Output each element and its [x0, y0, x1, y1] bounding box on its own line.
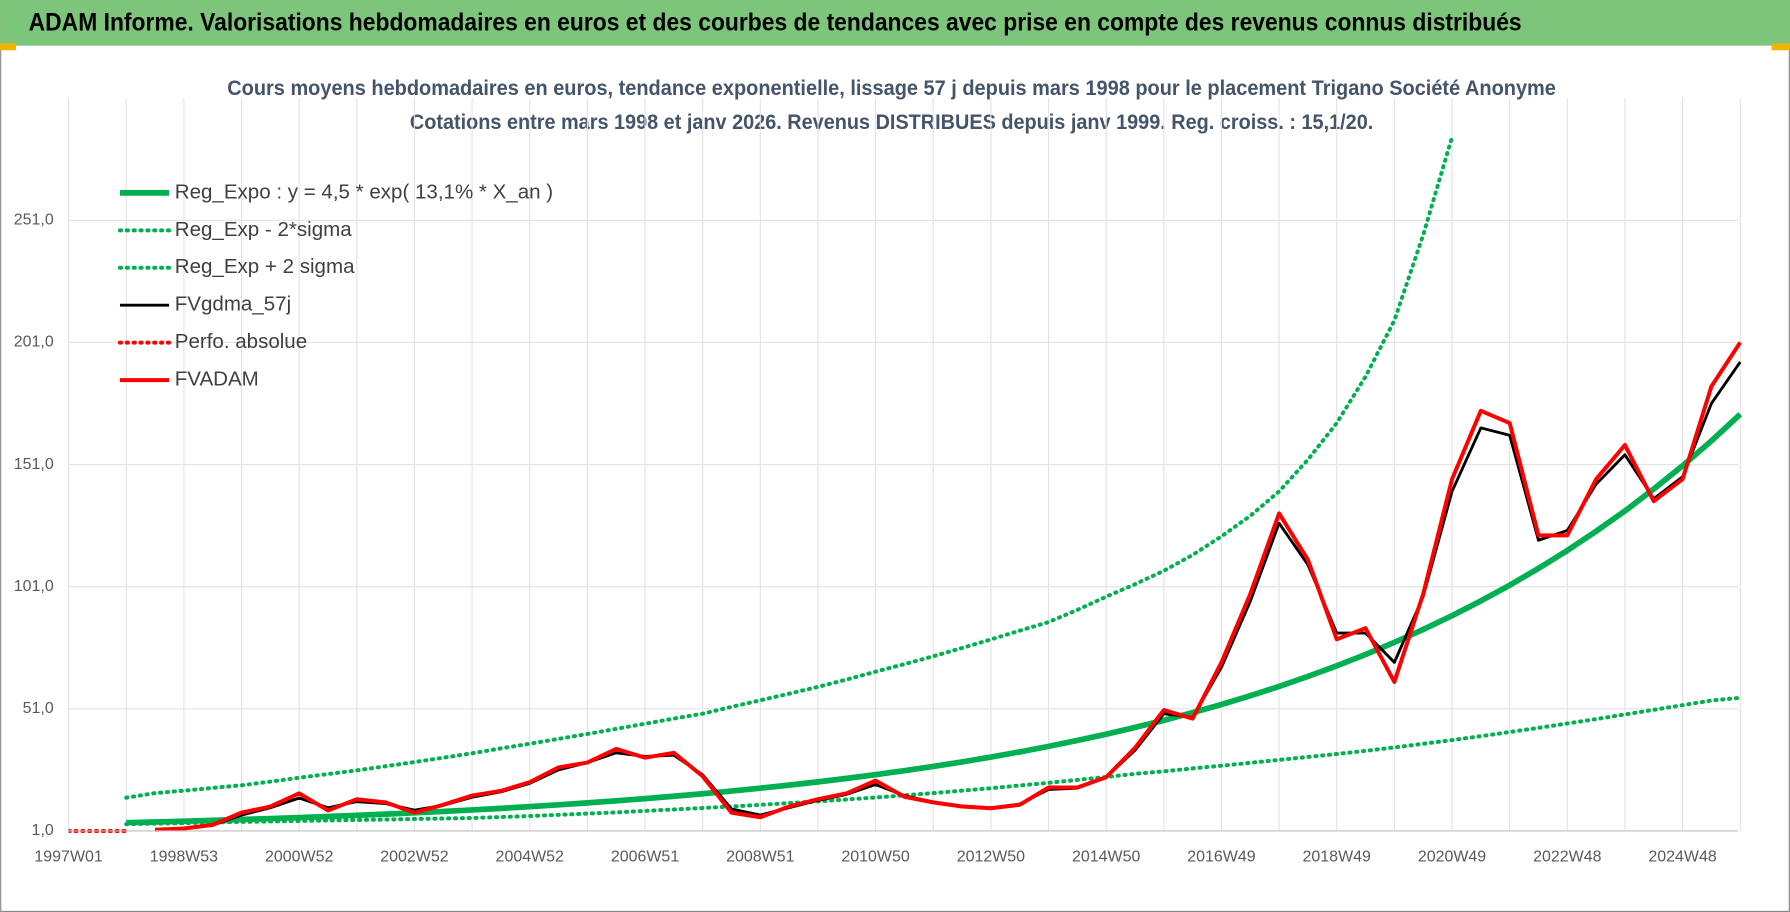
x-tick-label: 2006W51	[611, 848, 679, 865]
series-line	[126, 412, 1742, 826]
x-tick-label: 2000W52	[265, 848, 333, 865]
legend-label: Reg_Exp - 2*sigma	[175, 218, 352, 241]
y-tick-label: 1,0	[32, 822, 54, 839]
x-tick-label: 1997W01	[34, 848, 102, 865]
x-tick-label: 2002W52	[380, 848, 448, 865]
plot-area	[68, 135, 1742, 833]
header-bar	[0, 0, 1790, 46]
y-tick-label: 201,0	[14, 334, 54, 351]
x-tick-label: 2016W49	[1187, 848, 1255, 865]
legend-label: Reg_Exp + 2 sigma	[175, 255, 355, 278]
y-tick-label: 101,0	[14, 578, 54, 595]
x-tick-label: 2014W50	[1072, 848, 1140, 865]
x-tick-label: 2008W51	[726, 848, 794, 865]
x-tick-label: 2004W52	[496, 848, 564, 865]
y-tick-label: 151,0	[14, 456, 54, 473]
x-tick-label: 2010W50	[841, 848, 909, 865]
y-tick-label: 251,0	[14, 212, 54, 229]
x-tick-label: 2024W48	[1648, 848, 1716, 865]
x-tick-label: 2012W50	[957, 848, 1025, 865]
x-tick-label: 2020W49	[1418, 848, 1486, 865]
chart-subtitle: Cotations entre mars 1998 et janv 2026. …	[410, 109, 1373, 134]
legend: Reg_Expo : y = 4,5 * exp( 13,1% * X_an )…	[117, 180, 553, 391]
x-tick-label: 1998W53	[150, 848, 218, 865]
series-line	[124, 695, 1742, 827]
corner-mark	[0, 43, 17, 51]
legend-label: Reg_Expo : y = 4,5 * exp( 13,1% * X_an )	[175, 180, 553, 203]
chart-title: Cours moyens hebdomadaires en euros, ten…	[227, 75, 1556, 100]
series-line	[154, 341, 1742, 832]
legend-label: FVADAM	[175, 368, 259, 391]
x-tick-label: 2022W48	[1533, 848, 1601, 865]
axes: 1,0 51,0 101,0 151,0 201,0 251,0 1997W01 1998W5…	[14, 212, 1738, 865]
corner-mark	[1771, 43, 1790, 51]
y-tick-label: 51,0	[23, 700, 54, 717]
series-line	[124, 135, 1455, 800]
legend-label: FVgdma_57j	[175, 293, 291, 316]
legend-label: Perfo. absolue	[175, 330, 307, 353]
x-tick-label: 2018W49	[1303, 848, 1371, 865]
header-title: ADAM Informe. Valorisations hebdomadaire…	[29, 9, 1522, 37]
